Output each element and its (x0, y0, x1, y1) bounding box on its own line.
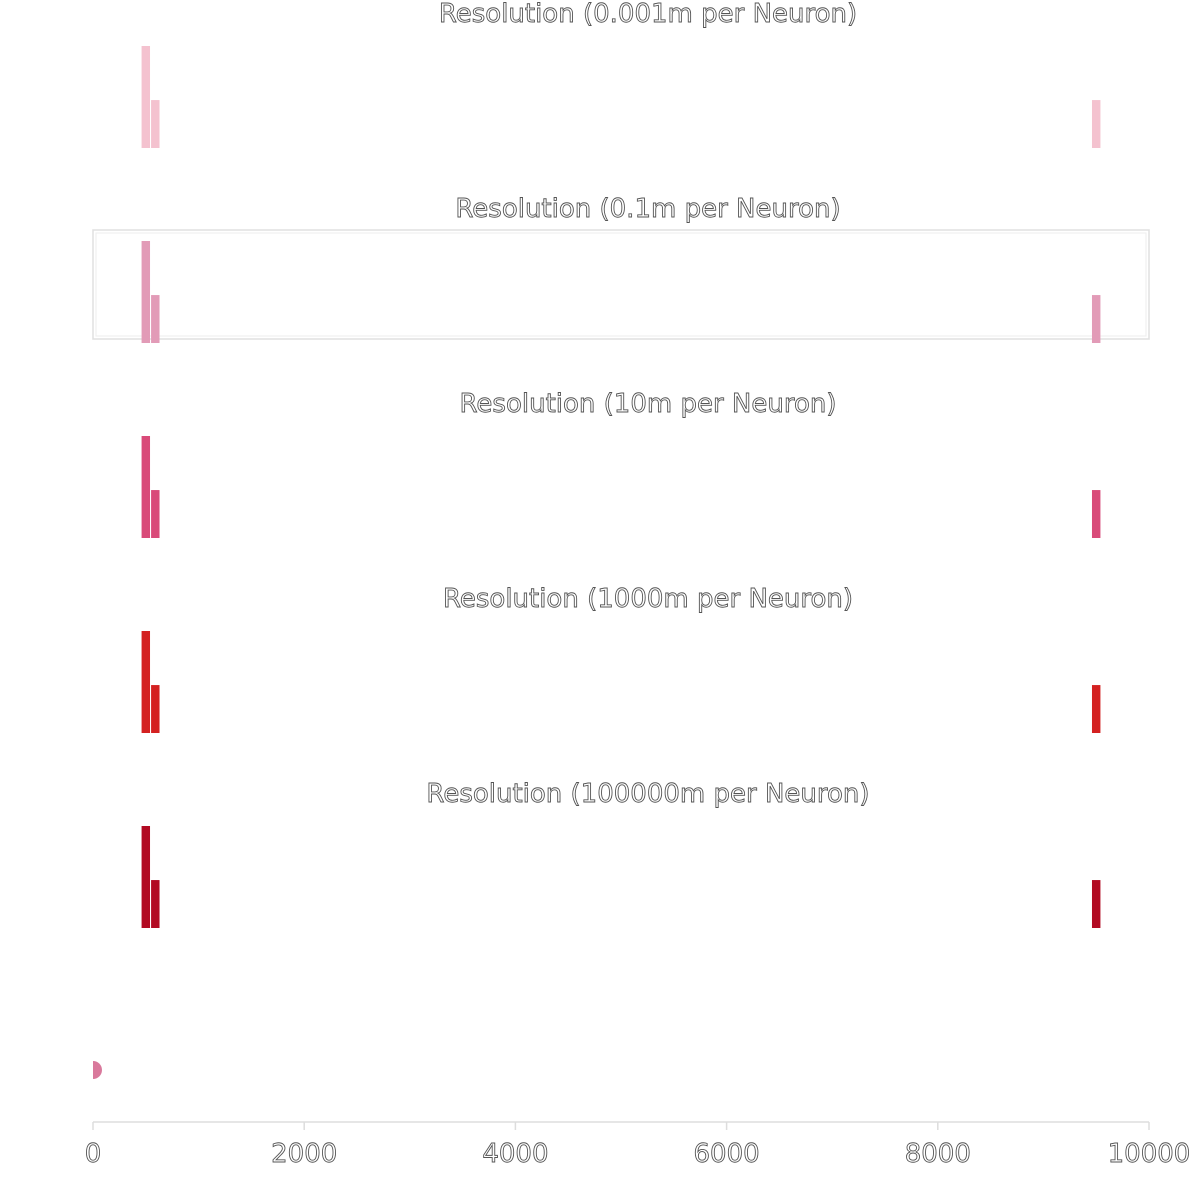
bar (151, 685, 160, 733)
panel-title: Resolution (1000m per Neuron) (443, 584, 853, 614)
bar (1091, 880, 1101, 928)
bar (141, 826, 151, 928)
x-tick-label: 8000 (905, 1139, 971, 1169)
x-tick-label: 0 (85, 1139, 102, 1169)
panel-1: Resolution (0.001m per Neuron) (141, 0, 1101, 148)
panel-title: Resolution (100000m per Neuron) (426, 779, 869, 809)
bar (141, 631, 151, 733)
x-tick-label: 10000 (1108, 1139, 1191, 1169)
bar (1091, 685, 1101, 733)
bar (141, 436, 151, 538)
bar (1091, 100, 1101, 148)
bar (141, 241, 151, 343)
x-tick-label: 6000 (694, 1139, 760, 1169)
bar (1091, 490, 1101, 538)
panel-title: Resolution (10m per Neuron) (460, 389, 837, 419)
chart-panels: Resolution (0.001m per Neuron) Resolution… (92, 0, 1150, 928)
bar (151, 100, 160, 148)
bar (1091, 295, 1101, 343)
bar (151, 880, 160, 928)
panel-2: Resolution (0.1m per Neuron) (92, 194, 1150, 343)
x-axis: 0 2000 4000 6000 8000 10000 (84, 1121, 1191, 1169)
marker-layer (93, 1061, 102, 1079)
panel-4: Resolution (1000m per Neuron) (141, 584, 1101, 733)
panel-title: Resolution (0.001m per Neuron) (439, 0, 857, 29)
bar (141, 46, 151, 148)
x-tick-label: 4000 (482, 1139, 548, 1169)
panel-5: Resolution (100000m per Neuron) (141, 779, 1101, 928)
marker-point (93, 1061, 102, 1079)
panel-3: Resolution (10m per Neuron) (141, 389, 1101, 538)
bar (151, 295, 160, 343)
bar (151, 490, 160, 538)
panel-frame (92, 229, 1150, 340)
panel-title: Resolution (0.1m per Neuron) (455, 194, 840, 224)
panel-frame-inner (95, 232, 1147, 337)
x-tick-label: 2000 (271, 1139, 337, 1169)
